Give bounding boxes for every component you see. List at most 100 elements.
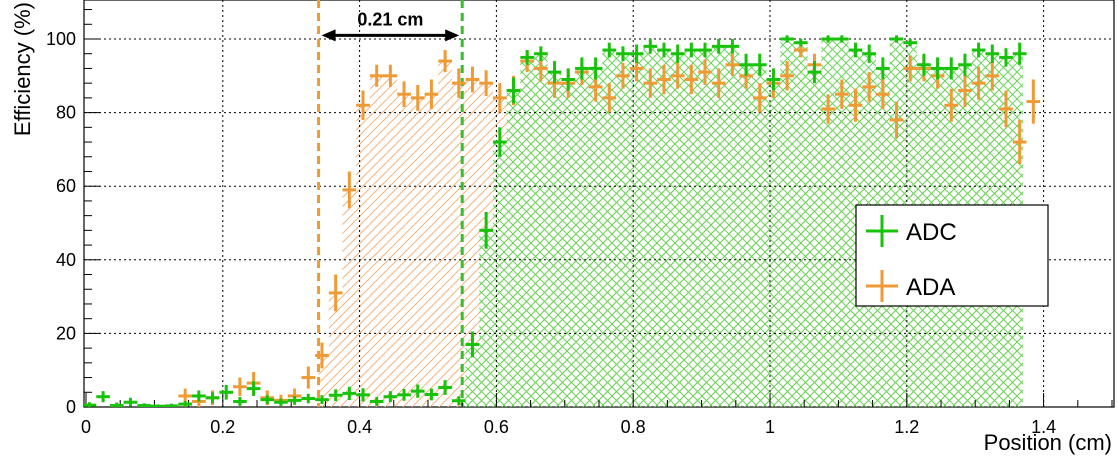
data-point	[274, 398, 288, 406]
data-point	[137, 403, 151, 407]
data-point	[465, 66, 480, 93]
data-point	[834, 35, 849, 43]
x-tick-label: 0.8	[621, 417, 646, 437]
data-point	[711, 68, 726, 98]
data-point	[479, 211, 493, 249]
data-point	[534, 46, 548, 62]
legend: ADC ADA	[855, 204, 1049, 307]
data-point	[1012, 42, 1027, 65]
data-point	[410, 85, 425, 111]
data-point	[602, 83, 617, 113]
y-tick-label: 100	[46, 29, 76, 49]
data-point	[356, 388, 370, 402]
data-series	[84, 35, 1041, 407]
data-point	[629, 44, 644, 63]
data-point	[479, 70, 493, 97]
data-point	[451, 396, 466, 406]
data-point	[342, 171, 357, 209]
data-point	[985, 44, 1000, 63]
threshold-lines	[317, 0, 464, 407]
data-point	[930, 57, 945, 80]
data-point	[684, 64, 699, 95]
data-point	[424, 388, 439, 401]
data-point	[301, 393, 316, 404]
data-point	[438, 50, 452, 73]
x-axis-title: Position (cm)	[984, 430, 1112, 455]
data-point	[492, 127, 507, 157]
data-point	[821, 35, 835, 43]
hatch-adc	[462, 39, 1024, 407]
data-point	[465, 331, 480, 358]
data-point	[1012, 119, 1027, 165]
x-tick-label: 1.2	[894, 417, 919, 437]
data-point	[178, 401, 193, 407]
data-point	[657, 42, 671, 58]
data-point	[944, 57, 959, 80]
data-point	[944, 88, 959, 122]
data-point	[369, 397, 384, 406]
data-point	[971, 42, 986, 58]
data-point	[164, 403, 179, 407]
data-point	[903, 39, 918, 47]
data-point	[711, 39, 726, 54]
data-point	[438, 380, 452, 395]
data-point	[985, 61, 1000, 91]
x-tick-label: 0	[81, 417, 91, 437]
data-point	[780, 61, 794, 91]
data-point	[233, 377, 247, 396]
legend-item-adc: ADC	[866, 215, 957, 247]
width-annotation: 0.21 cm	[321, 9, 460, 42]
data-point	[958, 53, 972, 76]
data-point	[848, 88, 863, 122]
legend-label: ADC	[906, 219, 957, 246]
data-point	[561, 68, 576, 91]
data-point	[150, 404, 165, 407]
data-point	[848, 42, 863, 58]
data-point	[602, 42, 617, 58]
data-point	[739, 53, 753, 76]
x-tick-label: 1.4	[1031, 417, 1056, 437]
data-point	[834, 79, 849, 109]
data-point	[233, 397, 247, 406]
data-point	[616, 46, 630, 62]
data-point	[752, 53, 767, 76]
data-point	[821, 94, 835, 124]
data-point	[424, 79, 439, 109]
data-point	[793, 39, 808, 47]
data-point	[260, 395, 275, 405]
data-point	[410, 384, 425, 398]
data-point	[315, 395, 329, 405]
data-point	[889, 35, 904, 43]
data-point	[246, 381, 261, 396]
data-point	[971, 66, 986, 100]
legend-label: ADA	[906, 274, 955, 301]
arrow-head-left	[321, 29, 336, 42]
axis-ticks: 0 0.2 0.4 0.6 0.8 1 1.2 1.4 0 20 40 60 80 100	[46, 9, 1113, 437]
data-point	[862, 44, 877, 63]
data-point	[876, 57, 890, 80]
hatched-regions	[318, 39, 1024, 407]
grid	[84, 0, 1114, 407]
legend-box	[855, 204, 1049, 307]
data-point	[369, 64, 384, 87]
data-point	[643, 39, 658, 54]
data-point	[192, 390, 206, 402]
data-point	[547, 61, 562, 84]
data-point	[492, 83, 507, 113]
data-point	[451, 68, 466, 98]
data-point	[328, 389, 343, 402]
data-point	[807, 61, 822, 84]
data-point	[657, 64, 671, 95]
data-point	[752, 83, 767, 113]
data-point	[397, 388, 411, 401]
data-point	[862, 72, 877, 102]
arrow-head-right	[445, 29, 460, 42]
data-point	[178, 388, 193, 404]
data-point	[84, 402, 97, 407]
data-point	[342, 386, 357, 401]
data-point	[356, 90, 370, 120]
y-tick-label: 80	[56, 103, 76, 123]
data-point	[397, 81, 411, 108]
data-point	[725, 53, 740, 76]
y-tick-label: 20	[56, 323, 76, 343]
